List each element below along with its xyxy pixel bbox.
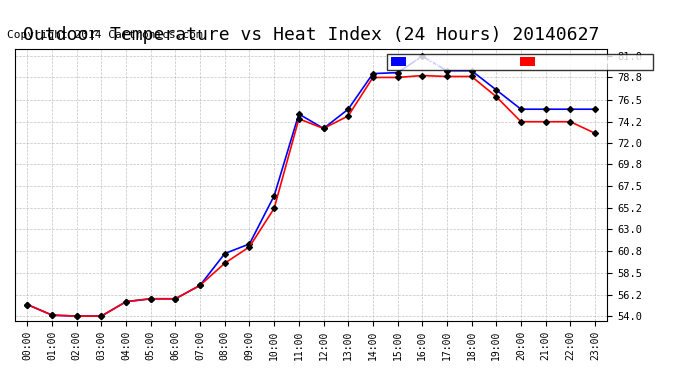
Legend: Heat Index  (°F), Temperature  (°F): Heat Index (°F), Temperature (°F) bbox=[388, 54, 653, 70]
Text: Copyright 2014 Cartronics.com: Copyright 2014 Cartronics.com bbox=[7, 30, 203, 39]
Title: Outdoor Temperature vs Heat Index (24 Hours) 20140627: Outdoor Temperature vs Heat Index (24 Ho… bbox=[23, 26, 600, 44]
